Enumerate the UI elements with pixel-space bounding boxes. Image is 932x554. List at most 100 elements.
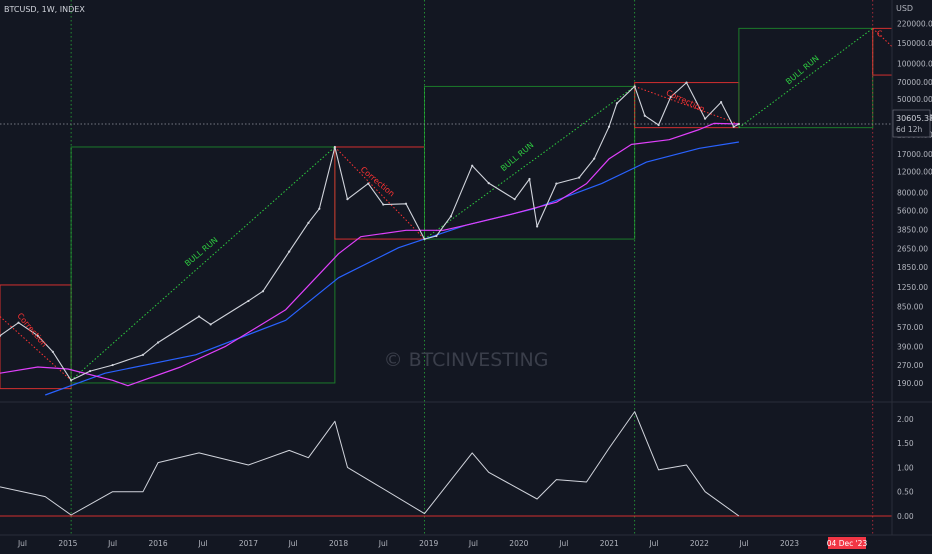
- price-point: [404, 202, 408, 205]
- price-point: [0, 334, 2, 337]
- watermark: © BTCINVESTING: [384, 349, 549, 371]
- price-point: [685, 81, 688, 84]
- price-point: [471, 164, 474, 167]
- price-point: [536, 225, 539, 228]
- price-point: [720, 101, 723, 104]
- correction-label-6: C: [877, 30, 883, 39]
- price-point: [70, 379, 73, 382]
- time-tick-label-17: 2023: [780, 539, 799, 548]
- oscillator-tick-label-4: 0.00: [897, 512, 914, 521]
- price-point: [643, 114, 646, 117]
- time-tick-label-0: Jul: [17, 539, 27, 548]
- price-point: [487, 181, 490, 185]
- price-tick-label-13: 1850.00: [897, 263, 928, 272]
- price-series: [0, 81, 740, 382]
- price-point: [288, 250, 291, 253]
- date-highlight-tag[interactable]: 04 Dec '23: [827, 537, 868, 549]
- time-tick-label-3: 2016: [149, 539, 168, 548]
- oscillator-tick-label-3: 0.50: [897, 488, 914, 497]
- price-point: [111, 363, 114, 367]
- price-tick-label-11: 3850.00: [897, 226, 928, 235]
- price-point: [555, 182, 558, 185]
- bar-countdown: 6d 12h: [896, 125, 922, 134]
- price-point: [607, 125, 611, 128]
- bull-box-5: [738, 27, 874, 129]
- correction-trend-line-5: [634, 85, 740, 125]
- price-point: [423, 237, 426, 241]
- current-price: 30605.38: [896, 114, 932, 123]
- current-price-tag[interactable]: 30605.38 6d 12h: [892, 109, 932, 138]
- date-highlight-box: [828, 537, 866, 549]
- ma-long-line: [44, 141, 739, 396]
- price-tick-label-7: 17000.00: [897, 150, 932, 159]
- price-point: [513, 198, 516, 201]
- symbol-title: BTCUSD, 1W, INDEX: [4, 5, 85, 14]
- price-tick-label-14: 1250.00: [897, 283, 928, 292]
- time-tick-label-14: Jul: [648, 539, 658, 548]
- price-point: [17, 321, 20, 324]
- time-tick-label-12: Jul: [558, 539, 568, 548]
- price-point: [36, 334, 39, 337]
- price-tick-label-12: 2650.00: [897, 245, 928, 254]
- time-tick-label-1: 2015: [58, 539, 77, 548]
- oscillator-tick-label-2: 1.00: [897, 463, 914, 472]
- price-tick-label-18: 270.00: [897, 361, 923, 370]
- bull-trend-line-1: [424, 86, 635, 240]
- price-tick-label-16: 570.00: [897, 323, 923, 332]
- price-point: [89, 369, 92, 373]
- price-tick-label-17: 390.00: [897, 342, 923, 351]
- oscillator-tick-label-0: 2.00: [897, 415, 914, 424]
- price-point: [209, 323, 212, 326]
- price-point: [197, 315, 201, 318]
- price-point: [367, 182, 370, 185]
- bull-box-3: [424, 85, 636, 240]
- price-point: [346, 198, 349, 201]
- price-tick-label-2: 100000.00: [897, 60, 932, 69]
- price-point: [261, 290, 265, 293]
- price-point: [657, 123, 660, 127]
- time-tick-label-9: 2019: [419, 539, 438, 548]
- price-point: [156, 341, 160, 344]
- time-tick-label-4: Jul: [197, 539, 207, 548]
- price-tick-label-0: 220000.00: [897, 20, 932, 29]
- oscillator-line: [0, 411, 740, 517]
- ma-short-line: [0, 122, 739, 387]
- oscillator-pane: [0, 401, 932, 517]
- price-point: [435, 234, 438, 238]
- price-point: [703, 117, 707, 120]
- vertical-markers: [70, 0, 874, 535]
- price-tick-label-9: 8000.00: [897, 188, 928, 197]
- date-highlight: 04 Dec '23: [827, 539, 868, 548]
- bull-trend-line-0: [70, 146, 336, 381]
- price-point: [633, 85, 636, 88]
- time-tick-label-5: 2017: [239, 539, 258, 548]
- currency-label: USD: [896, 4, 913, 13]
- time-tick-label-15: 2022: [690, 539, 709, 548]
- time-tick-label-13: 2021: [600, 539, 619, 548]
- price-point: [382, 203, 385, 206]
- time-tick-label-8: Jul: [378, 539, 388, 548]
- price-point: [578, 176, 581, 179]
- price-tick-label-4: 50000.00: [897, 95, 932, 104]
- correction-trend-line-4: [334, 146, 425, 240]
- price-point: [247, 299, 250, 303]
- price-tick-label-19: 190.00: [897, 379, 923, 388]
- price-point: [449, 215, 453, 218]
- time-tick-label-10: Jul: [468, 539, 478, 548]
- time-tick-label-2: Jul: [107, 539, 117, 548]
- price-point: [318, 207, 321, 210]
- price-tick-label-8: 12000.00: [897, 168, 932, 177]
- time-tick-label-16: Jul: [739, 539, 749, 548]
- price-point: [51, 350, 54, 353]
- price-point: [615, 102, 618, 105]
- time-tick-label-11: 2020: [509, 539, 528, 548]
- time-tick-label-7: 2018: [329, 539, 348, 548]
- price-point: [307, 221, 310, 224]
- oscillator-tick-label-1: 1.50: [897, 439, 914, 448]
- price-tick-label-15: 850.00: [897, 303, 923, 312]
- price-tick-label-10: 5600.00: [897, 207, 928, 216]
